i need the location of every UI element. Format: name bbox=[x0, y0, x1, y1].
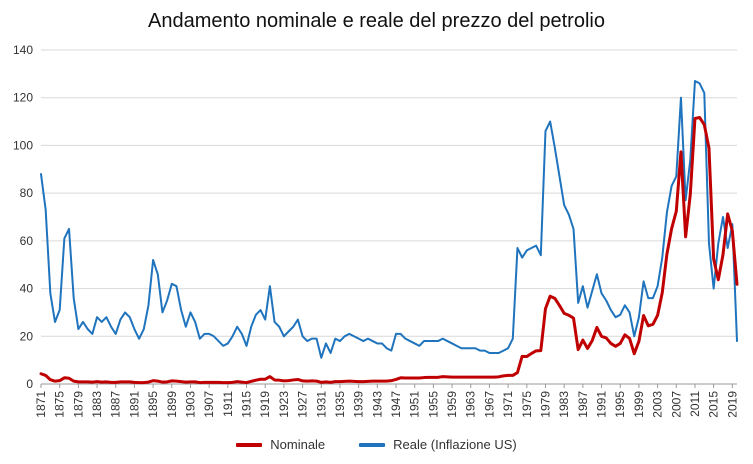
y-tick-label: 60 bbox=[20, 234, 34, 248]
legend-label-reale: Reale (Inflazione US) bbox=[393, 437, 517, 452]
x-tick-label: 1959 bbox=[445, 391, 459, 418]
y-tick-label: 80 bbox=[20, 186, 34, 200]
x-tick-label: 1991 bbox=[595, 391, 609, 418]
x-tick-label: 1971 bbox=[501, 391, 515, 418]
series-line-reale bbox=[40, 80, 738, 359]
x-tick-label: 1891 bbox=[127, 391, 141, 418]
y-tick-label: 120 bbox=[13, 91, 33, 105]
x-tick-label: 1915 bbox=[240, 391, 254, 418]
legend-label-nominale: Nominale bbox=[270, 437, 326, 452]
x-tick-label: 1943 bbox=[370, 391, 384, 418]
legend-item-nominale: Nominale bbox=[236, 437, 325, 452]
x-tick-label: 1963 bbox=[464, 391, 478, 418]
x-axis-ticks: 1871 1875 1879 1883 1887 1891 1895 1899 1903 1907… bbox=[34, 384, 739, 418]
x-tick-label: 1995 bbox=[613, 391, 627, 418]
x-tick-label: 1987 bbox=[576, 391, 590, 418]
legend: Nominale Reale (Inflazione US) bbox=[0, 437, 753, 452]
x-tick-label: 1871 bbox=[34, 391, 48, 418]
x-tick-label: 1947 bbox=[389, 391, 403, 418]
x-tick-label: 1895 bbox=[146, 391, 160, 418]
x-tick-label: 1931 bbox=[314, 391, 328, 418]
x-tick-label: 1879 bbox=[71, 391, 85, 418]
x-tick-label: 1919 bbox=[258, 391, 272, 418]
x-tick-label: 1935 bbox=[333, 391, 347, 418]
legend-item-reale: Reale (Inflazione US) bbox=[359, 437, 517, 452]
x-tick-label: 1951 bbox=[408, 391, 422, 418]
x-tick-label: 1903 bbox=[183, 391, 197, 418]
y-tick-label: 20 bbox=[20, 329, 34, 343]
x-tick-label: 1927 bbox=[296, 391, 310, 418]
x-tick-label: 1899 bbox=[165, 391, 179, 418]
y-tick-label: 140 bbox=[13, 43, 33, 57]
legend-swatch-reale bbox=[359, 442, 386, 447]
x-tick-label: 1983 bbox=[557, 391, 571, 418]
x-tick-label: 1911 bbox=[221, 391, 235, 417]
x-tick-label: 1875 bbox=[53, 391, 67, 418]
x-tick-label: 1883 bbox=[90, 391, 104, 418]
x-tick-label: 1979 bbox=[538, 391, 552, 418]
grid bbox=[41, 49, 737, 337]
y-tick-label: 40 bbox=[20, 282, 34, 296]
x-tick-label: 1923 bbox=[277, 391, 291, 418]
x-tick-label: 1939 bbox=[352, 391, 366, 418]
x-tick-label: 1975 bbox=[520, 391, 534, 418]
x-tick-label: 1907 bbox=[202, 391, 216, 418]
y-tick-label: 100 bbox=[13, 138, 33, 152]
legend-swatch-nominale bbox=[236, 442, 263, 447]
x-tick-label: 1887 bbox=[109, 391, 123, 418]
x-tick-label: 1999 bbox=[632, 391, 646, 418]
y-axis-ticks: 0 20 40 60 80 100 120 140 bbox=[13, 43, 33, 391]
x-tick-label: 2019 bbox=[725, 391, 739, 418]
x-tick-label: 1967 bbox=[482, 391, 496, 418]
x-tick-label: 2003 bbox=[651, 391, 665, 418]
x-tick-label: 2007 bbox=[669, 391, 683, 418]
x-tick-label: 1955 bbox=[426, 391, 440, 418]
x-tick-label: 2011 bbox=[688, 391, 702, 417]
chart-title: Andamento nominale e reale del prezzo de… bbox=[148, 10, 605, 32]
series-lines bbox=[39, 80, 739, 385]
y-tick-label: 0 bbox=[26, 377, 33, 391]
series-line-nominale bbox=[39, 116, 739, 385]
x-tick-label: 2015 bbox=[707, 391, 721, 418]
